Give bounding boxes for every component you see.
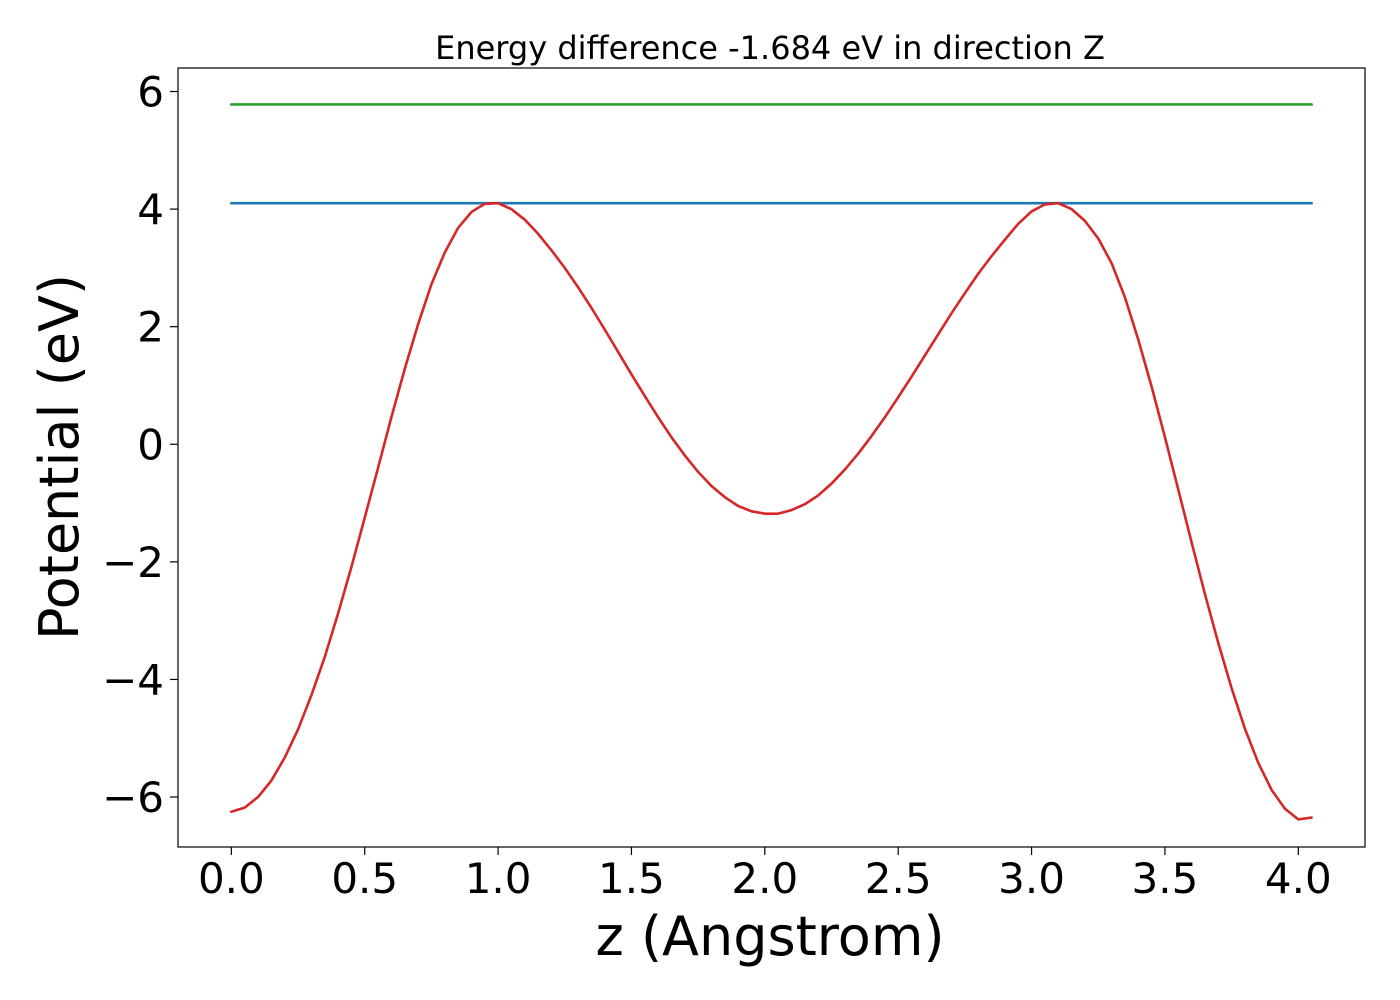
plot-area-frame <box>177 67 1366 848</box>
x-tick-label: 2.5 <box>865 854 932 903</box>
x-tick-label: 0.0 <box>198 854 265 903</box>
y-tick-label: 0 <box>137 420 164 469</box>
y-axis: −6 −4 −2 0 2 4 6 <box>102 68 178 822</box>
y-tick-label: −4 <box>102 655 164 704</box>
y-axis-label: Potential (eV) <box>28 274 91 640</box>
series-line-2 <box>230 201 1313 821</box>
y-tick-label: 2 <box>137 303 164 352</box>
x-axis-label: z (Angstrom) <box>595 905 944 968</box>
x-tick-label: 1.0 <box>465 854 532 903</box>
chart-title: Energy difference -1.684 eV in direction… <box>435 29 1105 67</box>
series-layer <box>230 103 1313 821</box>
y-tick-label: −6 <box>102 773 164 822</box>
x-tick-label: 3.0 <box>998 854 1065 903</box>
y-tick-label: 4 <box>137 185 164 234</box>
x-tick-label: 0.5 <box>331 854 398 903</box>
x-tick-label: 2.0 <box>731 854 798 903</box>
x-tick-label: 4.0 <box>1265 854 1332 903</box>
x-tick-label: 1.5 <box>598 854 665 903</box>
x-axis: 0.0 0.5 1.0 1.5 2.0 2.5 3.0 3.5 4.0 <box>198 847 1332 903</box>
y-tick-label: −2 <box>102 538 164 587</box>
y-tick-label: 6 <box>137 68 164 117</box>
x-tick-label: 3.5 <box>1132 854 1199 903</box>
